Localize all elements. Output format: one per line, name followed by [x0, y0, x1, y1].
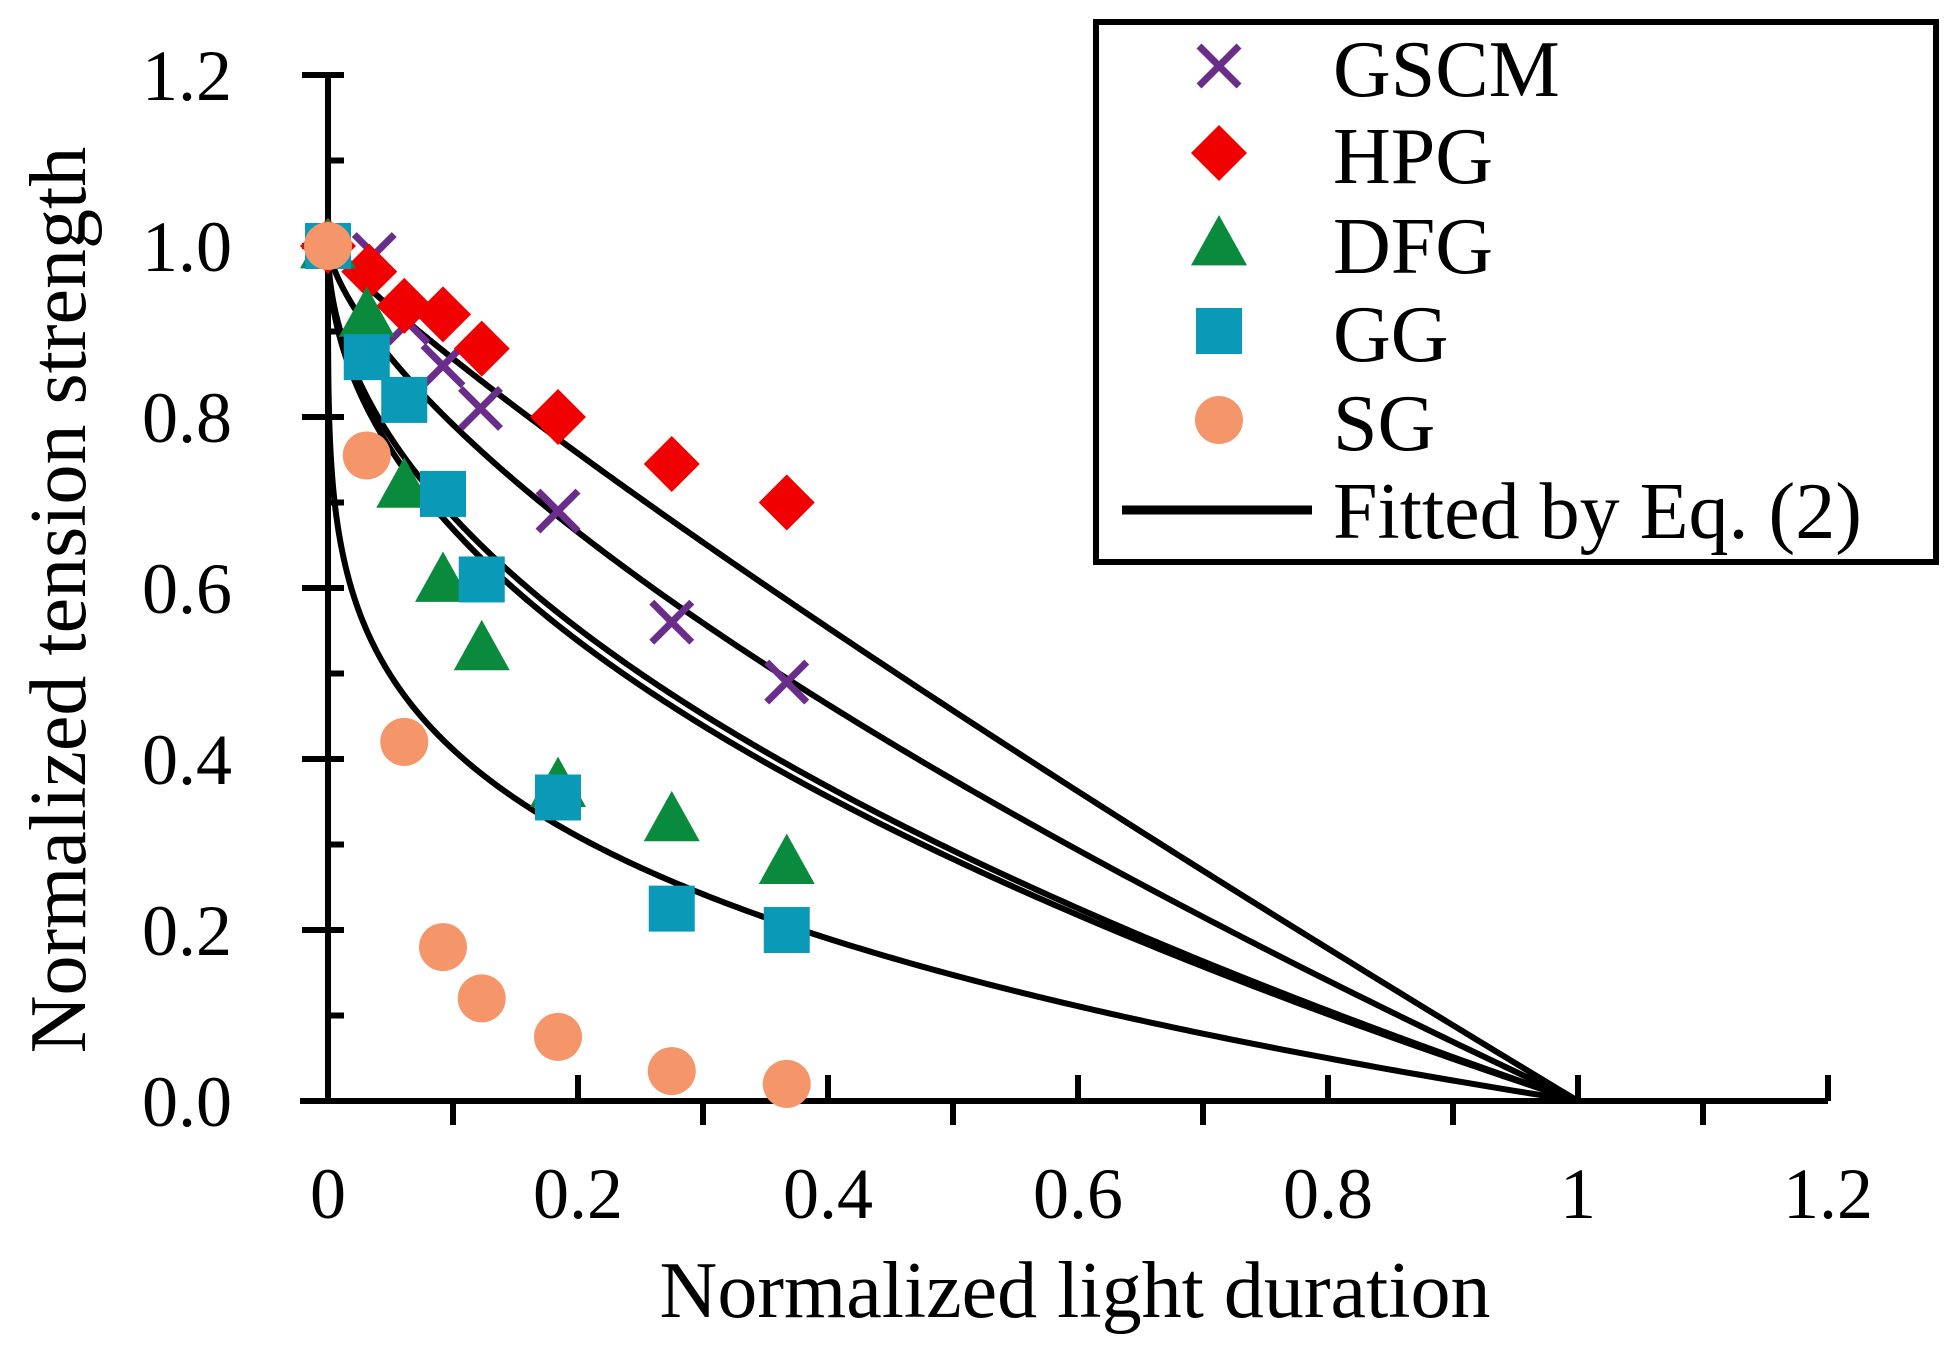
data-point-dfg — [376, 457, 433, 508]
y-tick-label: 0.6 — [142, 549, 232, 629]
data-point-hpg — [643, 436, 700, 493]
x-axis-title: Normalized light duration — [660, 1247, 1491, 1335]
data-point-gg — [343, 334, 390, 381]
x-tick-label: 0 — [310, 1154, 346, 1234]
data-point-hpg — [530, 389, 586, 445]
x-tick-label: 0.6 — [1033, 1154, 1123, 1234]
data-point-sg — [342, 431, 391, 480]
data-point-dfg — [643, 790, 700, 842]
data-point-sg — [304, 222, 352, 270]
fit-curve-5 — [325, 246, 1579, 1104]
data-point-hpg — [453, 320, 510, 377]
data-point-sg — [380, 717, 429, 766]
data-point-dfg — [453, 619, 510, 671]
x-tick-label: 1.2 — [1783, 1154, 1873, 1234]
legend-box — [1093, 19, 1939, 565]
x-tick-label: 0.2 — [533, 1154, 623, 1234]
data-point-sg — [762, 1059, 811, 1108]
y-tick-label: 0.2 — [142, 891, 232, 971]
legend-marker-sg — [1195, 396, 1243, 444]
data-point-dfg — [758, 833, 815, 884]
legend-marker-gg — [1196, 308, 1242, 354]
data-point-gg — [458, 556, 505, 603]
legend-marker-gscm — [1196, 43, 1242, 89]
data-point-gscm — [764, 659, 810, 705]
data-point-sg — [419, 923, 467, 972]
y-tick-label: 1.2 — [142, 36, 232, 116]
legend-label-gg: GG — [1333, 291, 1449, 379]
series-sg — [304, 222, 811, 1108]
data-point-gscm — [458, 385, 503, 431]
data-point-sg — [534, 1012, 582, 1061]
x-tick-label: 0.8 — [1283, 1154, 1373, 1234]
data-point-dfg — [415, 551, 471, 602]
data-point-gg — [763, 907, 810, 953]
series-gg — [305, 223, 810, 953]
data-point-gg — [381, 376, 428, 423]
y-tick-label: 0.8 — [142, 378, 232, 458]
y-tick-label: 0.0 — [142, 1062, 232, 1142]
data-point-sg — [457, 974, 506, 1023]
data-point-gscm — [420, 343, 466, 389]
legend-label-sg: SG — [1333, 380, 1435, 468]
x-tick-label: 1 — [1560, 1154, 1596, 1234]
legend-label-fit: Fitted by Eq. (2) — [1333, 468, 1862, 556]
data-point-gg — [535, 774, 581, 821]
legend-marker-hpg — [1191, 125, 1247, 181]
legend-label-hpg: HPG — [1333, 113, 1493, 201]
data-point-hpg — [376, 277, 433, 334]
legend-label-dfg: DFG — [1333, 203, 1493, 291]
y-tick-label: 0.4 — [142, 720, 232, 800]
y-axis-title: Normalized tension strength — [15, 147, 103, 1053]
data-point-hpg — [415, 286, 471, 343]
data-point-dfg — [338, 286, 395, 337]
data-point-gg — [648, 885, 695, 932]
data-point-hpg — [758, 474, 815, 531]
data-point-gscm — [649, 599, 695, 645]
data-point-hpg — [341, 243, 398, 300]
legend-marker-dfg — [1191, 215, 1247, 266]
data-point-sg — [647, 1047, 696, 1096]
legend-label-gscm: GSCM — [1333, 26, 1560, 114]
data-point-gg — [420, 470, 466, 517]
y-tick-label: 1.0 — [142, 207, 232, 287]
data-markers — [300, 218, 815, 1108]
data-point-gscm — [535, 488, 581, 534]
x-tick-label: 0.4 — [783, 1154, 873, 1234]
